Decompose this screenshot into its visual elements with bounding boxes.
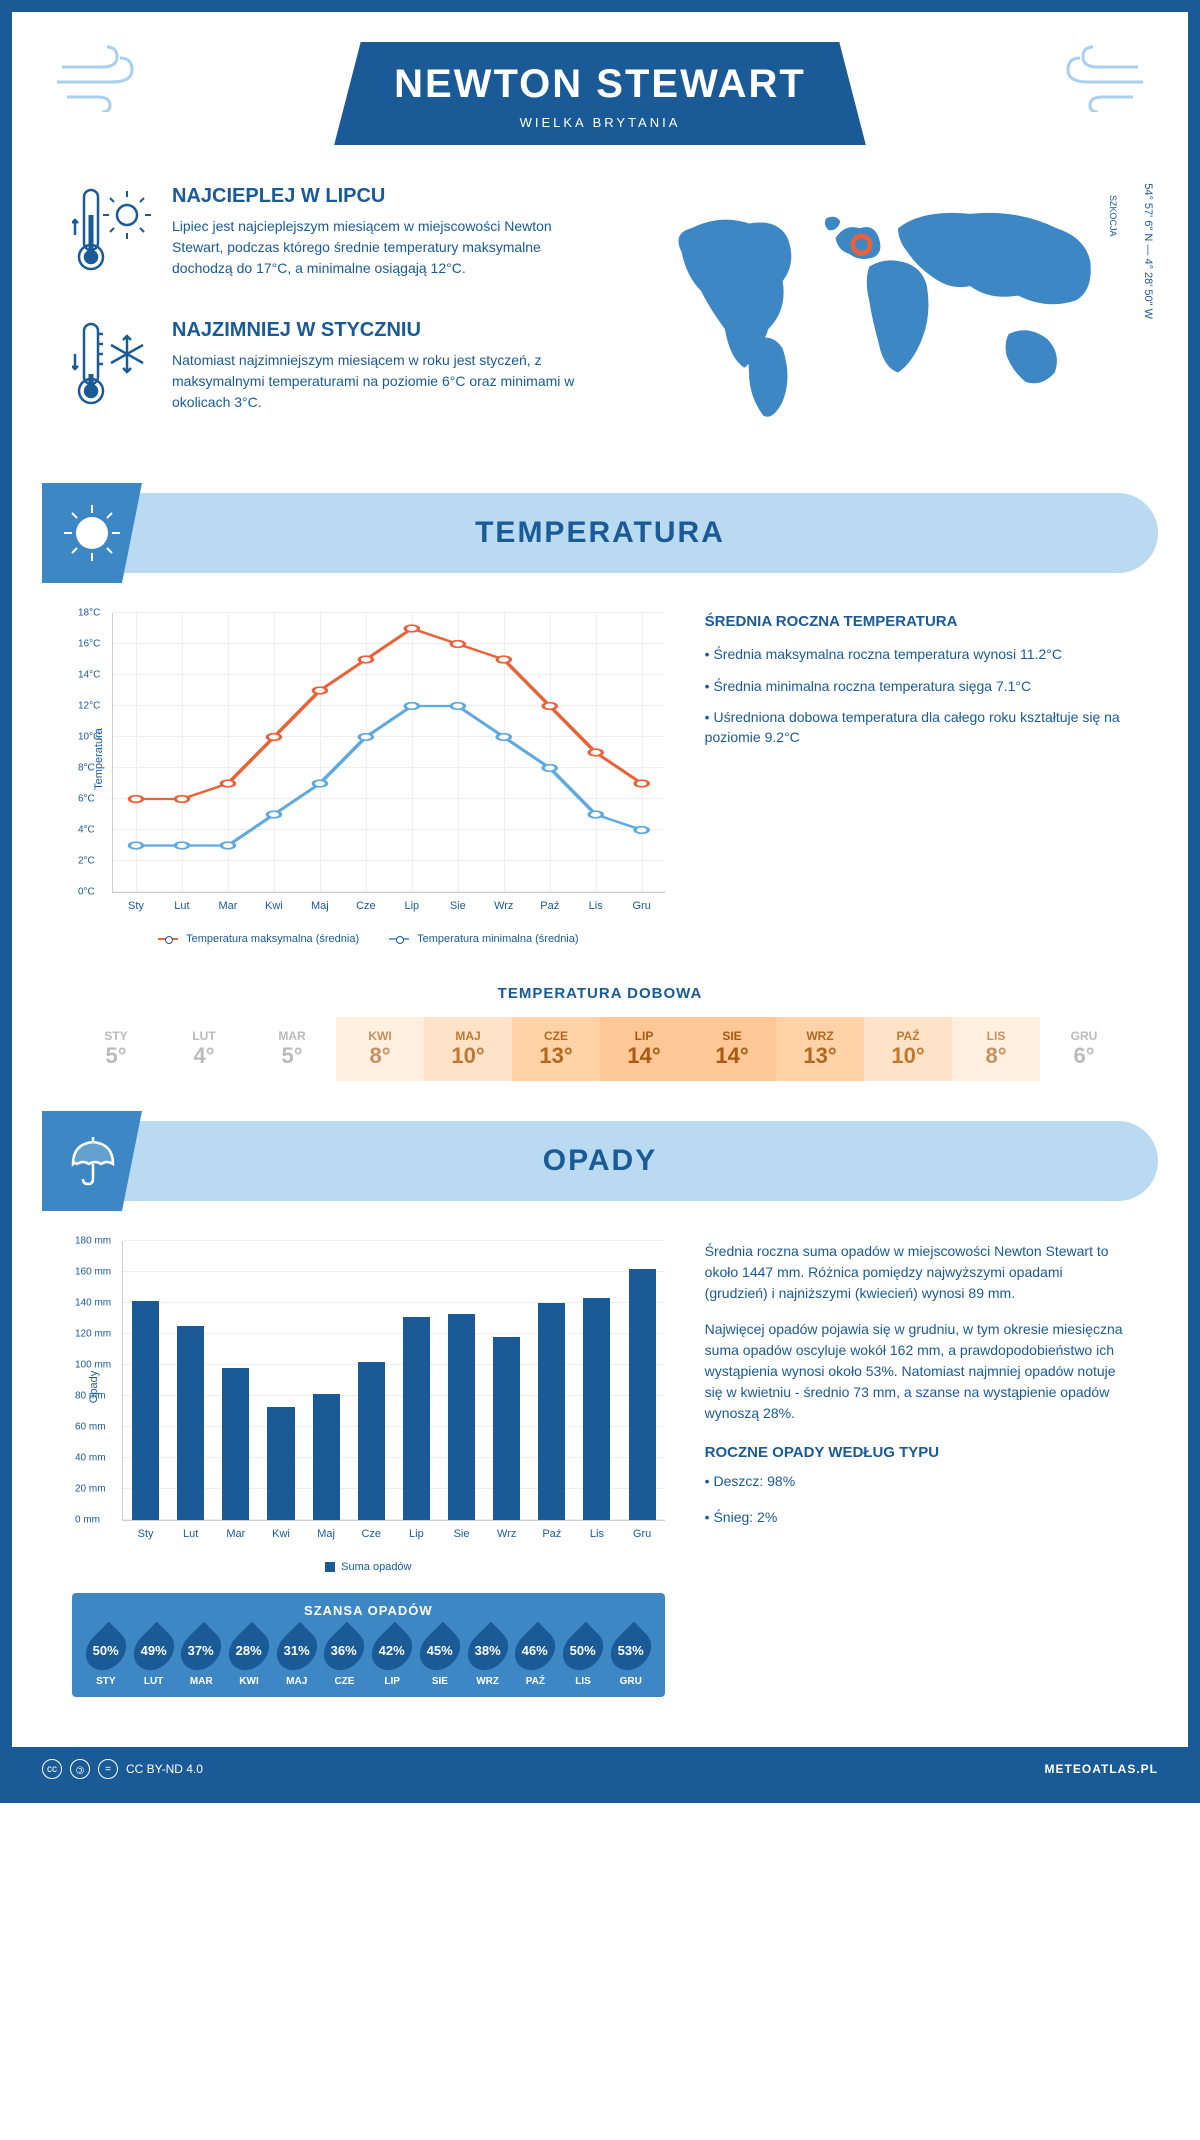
precip-bar	[177, 1326, 204, 1520]
footer: cc 🄯 = CC BY-ND 4.0 METEOATLAS.PL	[12, 1747, 1188, 1791]
daily-temp-cell: MAR5°	[248, 1017, 336, 1081]
chance-cell: 37%MAR	[177, 1628, 225, 1687]
precip-bar	[493, 1337, 520, 1520]
daily-temp-cell: SIE14°	[688, 1017, 776, 1081]
umbrella-icon	[42, 1111, 142, 1211]
precip-bar	[403, 1317, 430, 1520]
coordinates: 54° 57' 6" N — 4° 28' 50" W	[1142, 183, 1154, 319]
precipitation-section-header: OPADY	[42, 1121, 1158, 1201]
precipitation-title: OPADY	[42, 1144, 1158, 1178]
precipitation-chart: Opady 0 mm20 mm40 mm60 mm80 mm100 mm120 …	[122, 1241, 665, 1521]
temp-bullet: • Uśredniona dobowa temperatura dla całe…	[705, 708, 1128, 747]
by-type-title: ROCZNE OPADY WEDŁUG TYPU	[705, 1444, 1128, 1461]
precip-bar	[222, 1368, 249, 1520]
chance-cell: 36%CZE	[321, 1628, 369, 1687]
chance-cell: 53%GRU	[607, 1628, 655, 1687]
precip-text-1: Średnia roczna suma opadów w miejscowośc…	[705, 1241, 1128, 1304]
temp-bullet: • Średnia maksymalna roczna temperatura …	[705, 645, 1128, 665]
precipitation-chance-box: SZANSA OPADÓW 50%STY49%LUT37%MAR28%KWI31…	[72, 1593, 665, 1697]
daily-temp-cell: LIP14°	[600, 1017, 688, 1081]
world-map	[620, 185, 1128, 435]
chance-cell: 28%KWI	[225, 1628, 273, 1687]
daily-temp-cell: STY5°	[72, 1017, 160, 1081]
sun-icon	[42, 483, 142, 583]
daily-temp-cell: GRU6°	[1040, 1017, 1128, 1081]
chance-cell: 45%SIE	[416, 1628, 464, 1687]
temp-bullet: • Średnia minimalna roczna temperatura s…	[705, 677, 1128, 697]
nd-icon: =	[98, 1759, 118, 1779]
daily-temp-cell: WRZ13°	[776, 1017, 864, 1081]
wind-icon	[1048, 42, 1148, 124]
precip-bar	[313, 1394, 340, 1520]
thermometer-cold-icon	[72, 319, 152, 423]
warmest-title: NAJCIEPLEJ W LIPCU	[172, 185, 580, 208]
precip-bar	[267, 1407, 294, 1520]
daily-temp-cell: MAJ10°	[424, 1017, 512, 1081]
coldest-title: NAJZIMNIEJ W STYCZNIU	[172, 319, 580, 342]
daily-temp-cell: LIS8°	[952, 1017, 1040, 1081]
coldest-block: NAJZIMNIEJ W STYCZNIU Natomiast najzimni…	[72, 319, 580, 423]
cc-icon: cc	[42, 1759, 62, 1779]
chance-cell: 46%PAŹ	[511, 1628, 559, 1687]
page-title: NEWTON STEWART	[394, 62, 806, 107]
brand: METEOATLAS.PL	[1045, 1762, 1158, 1776]
by-icon: 🄯	[70, 1759, 90, 1779]
precip-bar	[538, 1303, 565, 1520]
by-type-item: • Śnieg: 2%	[705, 1507, 1128, 1528]
precip-legend: Suma opadów	[72, 1561, 665, 1573]
chance-cell: 31%MAJ	[273, 1628, 321, 1687]
temp-info-title: ŚREDNIA ROCZNA TEMPERATURA	[705, 613, 1128, 630]
title-banner: NEWTON STEWART WIELKA BRYTANIA	[334, 42, 866, 145]
precip-bar	[583, 1298, 610, 1520]
header: NEWTON STEWART WIELKA BRYTANIA	[12, 12, 1188, 165]
legend-item: Temperatura maksymalna (średnia)	[158, 933, 359, 945]
wind-icon	[52, 42, 152, 124]
chance-title: SZANSA OPADÓW	[82, 1603, 655, 1618]
daily-temp-cell: PAŹ10°	[864, 1017, 952, 1081]
daily-temp-cell: KWI8°	[336, 1017, 424, 1081]
precip-bar	[132, 1301, 159, 1520]
temperature-info: ŚREDNIA ROCZNA TEMPERATURA • Średnia mak…	[705, 613, 1128, 945]
chance-cell: 49%LUT	[130, 1628, 178, 1687]
warmest-text: Lipiec jest najcieplejszym miesiącem w m…	[172, 216, 580, 279]
precip-bar	[448, 1314, 475, 1520]
daily-temp-cell: LUT4°	[160, 1017, 248, 1081]
precip-bar	[629, 1269, 656, 1520]
temperature-title: TEMPERATURA	[42, 516, 1158, 550]
intro-section: NAJCIEPLEJ W LIPCU Lipiec jest najcieple…	[12, 165, 1188, 473]
precip-bar	[358, 1362, 385, 1520]
license-text: CC BY-ND 4.0	[126, 1762, 203, 1776]
chance-cell: 50%STY	[82, 1628, 130, 1687]
temperature-section-header: TEMPERATURA	[42, 493, 1158, 573]
precipitation-info: Średnia roczna suma opadów w miejscowośc…	[705, 1241, 1128, 1697]
temperature-chart: Temperatura 0°C2°C4°C6°C8°C10°C12°C14°C1…	[72, 613, 665, 945]
daily-temperature: TEMPERATURA DOBOWA STY5°LUT4°MAR5°KWI8°M…	[12, 965, 1188, 1101]
chance-cell: 50%LIS	[559, 1628, 607, 1687]
page-subtitle: WIELKA BRYTANIA	[394, 115, 806, 130]
thermometer-hot-icon	[72, 185, 152, 289]
coldest-text: Natomiast najzimniejszym miesiącem w rok…	[172, 350, 580, 413]
warmest-block: NAJCIEPLEJ W LIPCU Lipiec jest najcieple…	[72, 185, 580, 289]
legend-item: Temperatura minimalna (średnia)	[389, 933, 578, 945]
chance-cell: 38%WRZ	[464, 1628, 512, 1687]
precip-text-2: Najwięcej opadów pojawia się w grudniu, …	[705, 1319, 1128, 1424]
daily-temp-cell: CZE13°	[512, 1017, 600, 1081]
chance-cell: 42%LIP	[368, 1628, 416, 1687]
daily-temp-title: TEMPERATURA DOBOWA	[72, 985, 1128, 1002]
by-type-item: • Deszcz: 98%	[705, 1471, 1128, 1492]
